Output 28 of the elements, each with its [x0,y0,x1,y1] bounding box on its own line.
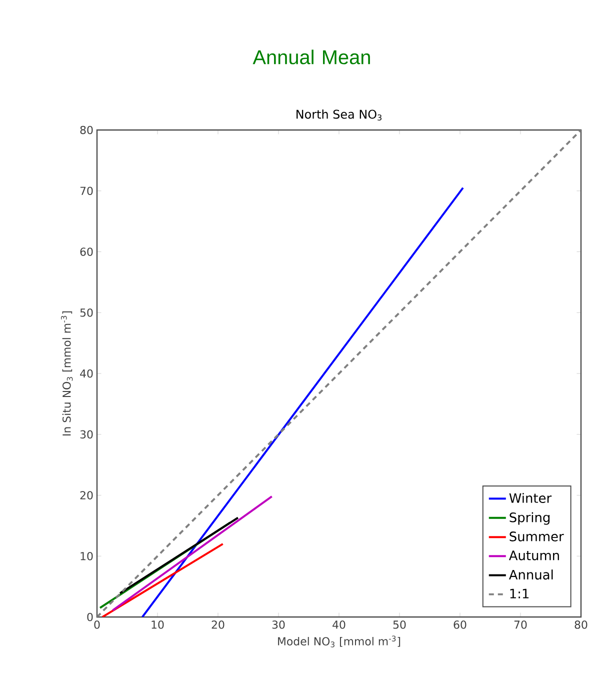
x-tick-label: 60 [454,620,466,629]
y-tick-label: 70 [80,186,93,196]
y-tick-label: 50 [80,308,93,317]
legend-label: Annual [508,570,553,580]
legend-label: Winter [509,492,552,503]
y-tick-label: 30 [80,430,93,439]
x-tick-label: 20 [212,620,224,629]
y-tick-label: 10 [80,552,93,560]
legend-label: 1:1 [510,588,529,598]
y-tick-label: 0 [87,612,93,622]
chart-title: Annual Mean [252,50,370,64]
y-axis-title: In Situ NO$_{3}$ [mmol m$^{-3}$] [61,311,73,436]
x-tick-label: 70 [514,620,527,629]
x-axis-title: Model NO$_{3}$ [mmol m$^{-3}$] [278,636,400,648]
legend-label: Spring [510,512,550,525]
x-tick-label: 30 [272,620,285,629]
chart-subtitle: North Sea NO$_{3}$ [296,110,382,120]
y-tick-label: 20 [80,491,93,500]
x-tick-label: 40 [332,620,346,629]
x-tick-label: 10 [152,620,164,629]
x-tick-label: 50 [393,620,406,629]
x-tick-label: 80 [574,620,588,629]
legend-label: Summer [510,532,564,542]
y-tick-label: 80 [80,126,93,134]
y-tick-label: 40 [80,369,93,378]
x-tick-label: 0 [94,620,100,629]
y-tick-label: 60 [80,248,93,256]
legend-label: Autumn [508,550,559,560]
